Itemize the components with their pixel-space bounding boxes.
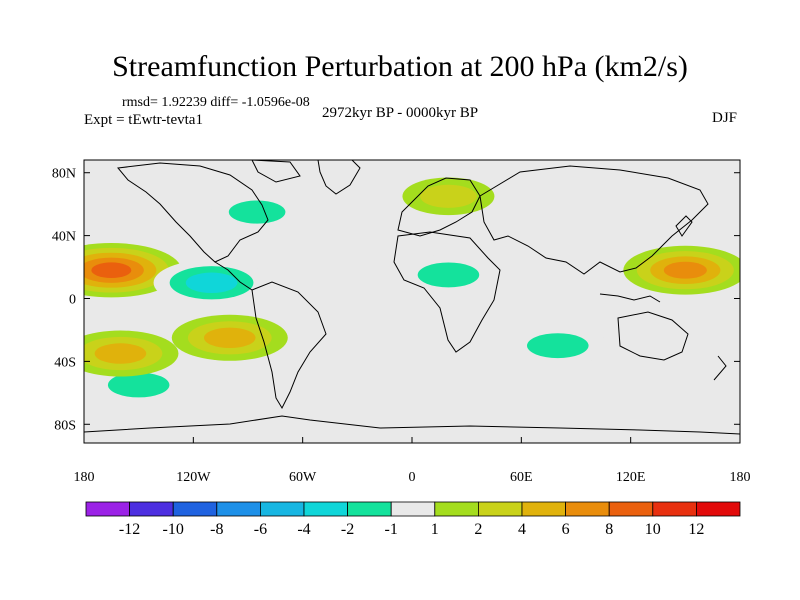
- contour-feature: [211, 193, 304, 231]
- contour-band: [107, 372, 170, 398]
- axis-ticks: 80N 40N 0 40S 80S 180 120W 60W 0 60E 120E 180: [52, 167, 751, 485]
- lon-tick-label: 180: [730, 470, 751, 485]
- contour-band: [527, 333, 589, 359]
- coastlines: [84, 160, 740, 435]
- colorbar-label: 8: [605, 521, 613, 538]
- colorbar-label: -4: [297, 521, 310, 538]
- colorbar-box: [477, 501, 523, 517]
- coast-australia: [617, 311, 689, 361]
- contour-feature: [623, 245, 740, 295]
- contour-feature: [84, 330, 179, 377]
- colorbar-label: -10: [163, 521, 184, 538]
- colorbar-box: [172, 501, 218, 517]
- season-label: DJF: [712, 110, 738, 126]
- period-label: 2972kyr BP - 0000kyr BP: [322, 105, 479, 121]
- lat-tick-label: 0: [69, 293, 76, 308]
- colorbar-label: -6: [254, 521, 267, 538]
- contour-feature: [398, 254, 499, 296]
- contour-field: [84, 177, 740, 406]
- lon-tick-label: 60W: [289, 470, 317, 485]
- colorbar-box: [521, 501, 566, 517]
- contour-band: [94, 343, 147, 364]
- coast-japan: [675, 215, 693, 237]
- contour-feature: [84, 243, 182, 298]
- colorbar-box: [85, 501, 130, 517]
- coast-greenland: [317, 160, 361, 195]
- colorbar-label: -8: [210, 521, 223, 538]
- colorbar-box: [390, 501, 436, 517]
- colorbar-label: -1: [385, 521, 398, 538]
- contour-feature: [507, 325, 608, 366]
- coast-north-america: [117, 162, 269, 263]
- colorbar-label: 1: [431, 521, 439, 538]
- colorbar-box: [565, 501, 610, 517]
- colorbar-label: 10: [645, 521, 661, 538]
- lat-tick-label: 80N: [52, 167, 76, 182]
- lon-tick-label: 60E: [510, 470, 533, 485]
- plot-title: Streamfunction Perturbation at 200 hPa (…: [112, 50, 688, 83]
- colorbar-label: 6: [562, 521, 570, 538]
- coast-new-zealand: [713, 355, 727, 381]
- contour-band: [663, 261, 707, 279]
- colorbar-box: [652, 501, 697, 517]
- colorbar-box: [608, 501, 654, 517]
- coast-africa: [393, 231, 501, 353]
- colorbar-label: -12: [119, 521, 140, 538]
- lat-tick-label: 80S: [54, 418, 76, 433]
- contour-band: [204, 327, 256, 349]
- colorbar-label: 2: [474, 521, 482, 538]
- lat-tick-label: 40S: [54, 355, 76, 370]
- coast-europe: [397, 177, 481, 237]
- stats-line: rmsd= 1.92239 diff= -1.0596e-08: [122, 95, 310, 110]
- lat-tick-label: 40N: [52, 230, 76, 245]
- colorbar-label: 4: [518, 521, 526, 538]
- contour-feature: [402, 177, 495, 216]
- contour-band: [420, 184, 477, 208]
- colorbar-label: -2: [341, 521, 354, 538]
- coast-arctic-islands: [251, 160, 301, 183]
- coast-asia: [479, 165, 709, 275]
- lon-tick-label: 180: [74, 470, 95, 485]
- coast-indonesia: [599, 293, 661, 303]
- coast-antarctica: [84, 415, 740, 435]
- colorbar-box: [303, 501, 348, 517]
- colorbar-box: [129, 501, 174, 517]
- colorbar-box: [434, 501, 479, 517]
- contour-band: [185, 272, 238, 293]
- contour-band: [228, 200, 286, 224]
- lon-tick-label: 120W: [176, 470, 211, 485]
- colorbar-box: [347, 501, 392, 517]
- coast-south-america: [251, 281, 327, 410]
- colorbar-box: [216, 501, 261, 517]
- lon-tick-label: 120E: [616, 470, 646, 485]
- colorbar-box: [696, 501, 741, 517]
- experiment-label: Expt = tEwtr-tevta1: [84, 112, 203, 128]
- colorbar-box: [259, 501, 305, 517]
- contour-band: [91, 262, 132, 278]
- colorbar-label: 12: [688, 521, 704, 538]
- lon-tick-label: 0: [409, 470, 416, 485]
- coast-central-america: [214, 261, 253, 291]
- contour-band: [417, 262, 480, 288]
